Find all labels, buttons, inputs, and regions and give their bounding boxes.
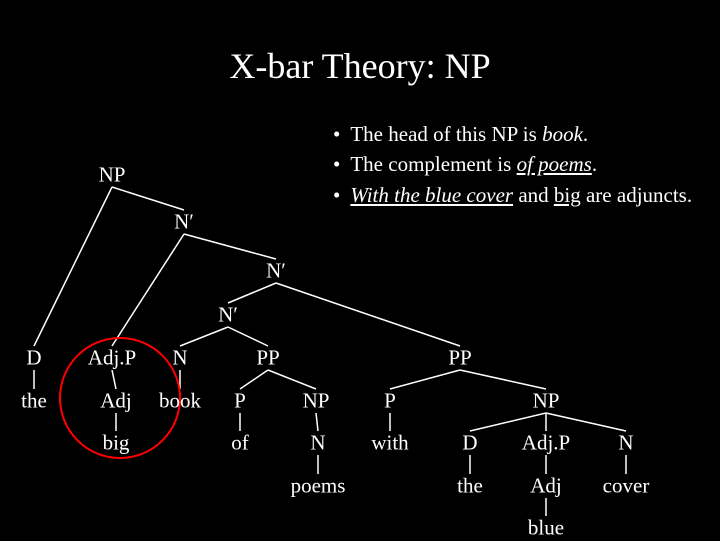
node-the: the xyxy=(21,389,47,414)
node-np_top: NP xyxy=(99,163,126,188)
node-the2: the xyxy=(457,474,483,499)
node-p1: P xyxy=(234,389,246,414)
node-n1: N xyxy=(172,346,187,371)
node-adj2: Adj xyxy=(530,474,562,499)
syntax-tree xyxy=(0,0,720,540)
node-n3: N xyxy=(618,431,633,456)
node-pp1: PP xyxy=(256,346,279,371)
node-with: with xyxy=(371,431,408,456)
node-adjp2: Adj.P xyxy=(522,431,570,456)
node-nbar2: N′ xyxy=(266,259,286,284)
node-of: of xyxy=(231,431,249,456)
node-d2: D xyxy=(462,431,477,456)
node-blue: blue xyxy=(528,516,564,541)
node-n2: N xyxy=(310,431,325,456)
node-nbar3: N′ xyxy=(218,303,238,328)
node-cover: cover xyxy=(603,474,650,499)
node-np1: NP xyxy=(303,389,330,414)
node-adj: Adj xyxy=(100,389,132,414)
node-d: D xyxy=(26,346,41,371)
node-nbar1: N′ xyxy=(174,210,194,235)
node-pp2: PP xyxy=(448,346,471,371)
node-book: book xyxy=(159,389,201,414)
node-adjp: Adj.P xyxy=(88,346,136,371)
node-np2: NP xyxy=(533,389,560,414)
node-poems: poems xyxy=(291,474,346,499)
node-p2: P xyxy=(384,389,396,414)
node-big: big xyxy=(103,431,130,456)
